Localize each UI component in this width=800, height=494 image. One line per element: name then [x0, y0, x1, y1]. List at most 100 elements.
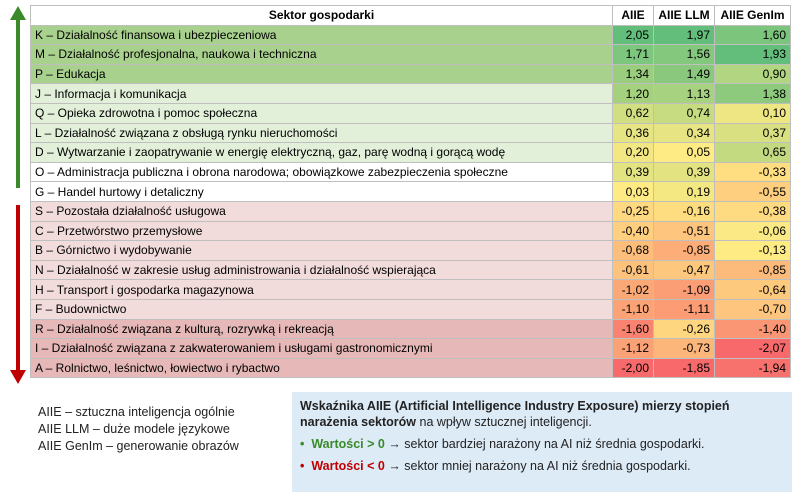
sector-table: Sektor gospodarki AIIE AIIE LLM AIIE GenIm …	[30, 5, 791, 379]
table-row: N – Działalność w zakresie usług adminis…	[30, 259, 791, 281]
value-cell: 0,65	[714, 142, 791, 163]
table-row: B – Górnictwo i wydobywanie -0,68 -0,85 -0,…	[30, 240, 791, 261]
sector-cell: D – Wytwarzanie i zaopatrywanie w energi…	[30, 142, 613, 163]
table-row: J – Informacja i komunikacja 1,20 1,13 1,38	[30, 83, 791, 104]
value-cell: -0,55	[714, 181, 791, 202]
value-cell: 1,71	[612, 44, 654, 65]
sector-cell: H – Transport i gospodarka magazynowa	[30, 279, 613, 300]
note-part: stopień narażenia sektorów	[300, 399, 730, 429]
value-cell: -0,61	[612, 259, 654, 281]
value-cell: -0,25	[612, 200, 654, 222]
value-cell: 1,20	[612, 83, 654, 104]
value-cell: 0,39	[653, 161, 715, 183]
legend: AIIE – sztuczna inteligencja ogólnie AIIE…	[38, 404, 239, 455]
table-row: M – Działalność profesjonalna, naukowa i…	[30, 44, 791, 65]
value-cell: 0,39	[612, 161, 654, 183]
value-cell: 0,62	[612, 102, 654, 124]
table-row: L – Działalność związana z obsługą rynku…	[30, 122, 791, 144]
table-row: Q – Opieka zdrowotna i pomoc społeczna 0,…	[30, 102, 791, 124]
arrows	[10, 6, 26, 384]
table-row: F – Budownictwo -1,10 -1,11 -0,70	[30, 298, 791, 320]
value-cell: -0,40	[612, 220, 654, 242]
value-cell: -1,11	[653, 298, 715, 320]
value-cell: 0,36	[612, 122, 654, 144]
sector-cell: K – Działalność finansowa i ubezpieczeni…	[30, 24, 613, 46]
sector-cell: S – Pozostała działalność usługowa	[30, 200, 613, 222]
sector-cell: B – Górnictwo i wydobywanie	[30, 240, 613, 261]
sector-cell: M – Działalność profesjonalna, naukowa i…	[30, 44, 613, 65]
value-cell: -1,02	[612, 279, 654, 300]
table-row: R – Działalność związana z kulturą, rozr…	[30, 318, 791, 340]
value-cell: -0,64	[714, 279, 791, 300]
sector-cell: N – Działalność w zakresie usług adminis…	[30, 259, 613, 281]
table-row: S – Pozostała działalność usługowa -0,25-…	[30, 200, 791, 222]
bullet: • Wartości > 0 → sektor bardziej narażon…	[300, 436, 784, 452]
value-cell: 0,19	[653, 181, 715, 202]
sector-cell: P – Edukacja	[30, 63, 613, 85]
value-cell: 1,13	[653, 83, 715, 104]
bullet-text: → sektor mniej narażony na AI niż średni…	[384, 459, 691, 473]
value-cell: -0,13	[714, 240, 791, 261]
value-cell: -0,85	[653, 240, 715, 261]
value-cell: 1,34	[612, 63, 654, 85]
value-cell: 1,56	[653, 44, 715, 65]
value-cell: 1,93	[714, 44, 791, 65]
table-row: D – Wytwarzanie i zaopatrywanie w energi…	[30, 142, 791, 163]
value-cell: -0,70	[714, 298, 791, 320]
bullet-label: Wartości < 0	[311, 459, 385, 473]
note-box: Wskaźnika AIIE (Artificial Intelligence …	[292, 392, 792, 492]
value-cell: -2,00	[612, 357, 654, 379]
table-body: K – Działalność finansowa i ubezpieczeni…	[30, 24, 791, 379]
column-header: AIIE	[612, 5, 654, 26]
bullet-dot: •	[300, 459, 312, 473]
table-row: O – Administracja publiczna i obrona nar…	[30, 161, 791, 183]
sector-cell: O – Administracja publiczna i obrona nar…	[30, 161, 613, 183]
note-text: Wskaźnika AIIE (Artificial Intelligence …	[300, 398, 784, 430]
value-cell: -0,26	[653, 318, 715, 340]
value-cell: -1,40	[714, 318, 791, 340]
column-header: AIIE GenIm	[714, 5, 791, 26]
value-cell: -0,51	[653, 220, 715, 242]
table-row: K – Działalność finansowa i ubezpieczeni…	[30, 24, 791, 46]
value-cell: 1,49	[653, 63, 715, 85]
note-part: na wpływ sztucznej inteligencji.	[416, 415, 592, 429]
legend-item: AIIE GenIm – generowanie obrazów	[38, 439, 239, 453]
up-arrow-head	[10, 6, 26, 20]
sector-cell: I – Działalność związana z zakwaterowani…	[30, 338, 613, 359]
legend-item: AIIE LLM – duże modele językowe	[38, 422, 230, 436]
header-row: Sektor gospodarki AIIE AIIE LLM AIIE GenIm	[30, 5, 791, 26]
value-cell: 0,03	[612, 181, 654, 202]
bullet-label: Wartości > 0	[311, 437, 385, 451]
sector-cell: Q – Opieka zdrowotna i pomoc społeczna	[30, 102, 613, 124]
value-cell: -0,16	[653, 200, 715, 222]
sector-cell: L – Działalność związana z obsługą rynku…	[30, 122, 613, 144]
value-cell: -1,94	[714, 357, 791, 379]
value-cell: 0,37	[714, 122, 791, 144]
table-row: P – Edukacja 1,34 1,49 0,90	[30, 63, 791, 85]
table-row: A – Rolnictwo, leśnictwo, łowiectwo i ry…	[30, 357, 791, 379]
legend-item: AIIE – sztuczna inteligencja ogólnie	[38, 405, 235, 419]
sector-cell: R – Działalność związana z kulturą, rozr…	[30, 318, 613, 340]
value-cell: -0,33	[714, 161, 791, 183]
value-cell: 1,60	[714, 24, 791, 46]
value-cell: 0,74	[653, 102, 715, 124]
table-row: H – Transport i gospodarka magazynowa -1,…	[30, 279, 791, 300]
table-row: I – Działalność związana z zakwaterowani…	[30, 338, 791, 359]
value-cell: -0,73	[653, 338, 715, 359]
value-cell: -1,09	[653, 279, 715, 300]
value-cell: -1,12	[612, 338, 654, 359]
down-arrow-head	[10, 370, 26, 384]
value-cell: 0,34	[653, 122, 715, 144]
value-cell: -0,68	[612, 240, 654, 261]
note-part: Wskaźnika AIIE (Artificial Intelligence …	[300, 399, 686, 413]
sector-cell: F – Budownictwo	[30, 298, 613, 320]
value-cell: -1,85	[653, 357, 715, 379]
sector-cell: A – Rolnictwo, leśnictwo, łowiectwo i ry…	[30, 357, 613, 379]
value-cell: 0,10	[714, 102, 791, 124]
value-cell: -0,47	[653, 259, 715, 281]
sector-cell: C – Przetwórstwo przemysłowe	[30, 220, 613, 242]
value-cell: 2,05	[612, 24, 654, 46]
sector-cell: G – Handel hurtowy i detaliczny	[30, 181, 613, 202]
bullet-text: → sektor bardziej narażony na AI niż śre…	[384, 437, 705, 451]
